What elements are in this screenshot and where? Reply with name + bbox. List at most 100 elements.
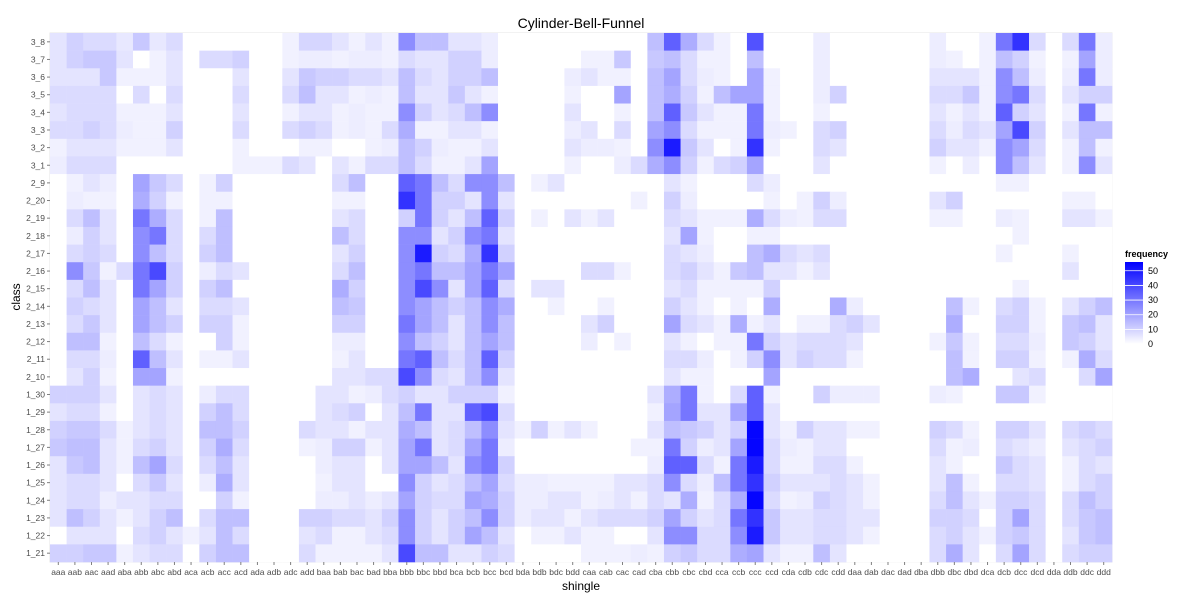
heatmap-cell-2_18-abd: [166, 226, 184, 245]
heatmap-cell-1_22-cba: [647, 526, 665, 545]
heatmap-cell-2_12-bca: [448, 332, 466, 351]
y-tick-label: 2_20: [26, 196, 45, 206]
heatmap-cell-2_11-aad: [99, 350, 117, 369]
heatmap-cell-1_22-dda: [1045, 526, 1063, 545]
heatmap-cell-3_7-bcc: [481, 50, 499, 69]
heatmap-cell-3_6-dcd: [1029, 68, 1046, 87]
heatmap-cell-1_21-dbb: [929, 544, 947, 563]
heatmap-cell-1_30-abd: [166, 385, 184, 404]
heatmap-cell-3_4-dba: [912, 103, 930, 122]
heatmap-cell-2_16-abd: [166, 262, 184, 281]
heatmap-cell-2_10-aad: [99, 368, 117, 386]
heatmap-cell-2_9-bca: [448, 174, 466, 192]
heatmap-cell-2_16-aad: [99, 262, 117, 281]
legend-tick-label: 10: [1148, 324, 1158, 334]
heatmap-cell-2_18-dad: [896, 226, 914, 245]
heatmap-cell-1_27-ccc: [746, 438, 764, 457]
heatmap-cell-1_23-ccd: [763, 509, 781, 528]
heatmap-cell-1_27-dad: [896, 438, 914, 457]
heatmap-cell-2_13-acb: [199, 315, 217, 334]
heatmap-cell-3_3-dbd: [962, 121, 980, 140]
heatmap-cell-3_1-ccb: [730, 156, 748, 175]
heatmap-cell-2_11-dab: [863, 350, 880, 369]
heatmap-cell-2_20-add: [298, 191, 316, 210]
heatmap-cell-3_2-abd: [166, 138, 184, 157]
heatmap-cell-2_9-ada: [249, 174, 267, 192]
heatmap-cell-2_16-cdc: [813, 262, 831, 281]
heatmap-cell-3_5-dda: [1045, 85, 1063, 104]
heatmap-cell-3_1-cad: [630, 156, 648, 175]
heatmap-cell-2_20-adb: [265, 191, 283, 210]
heatmap-cell-2_19-aad: [99, 209, 117, 228]
heatmap-cell-2_11-bdd: [564, 350, 582, 369]
heatmap-cell-3_7-aad: [99, 50, 117, 69]
heatmap-cell-1_22-abb: [132, 526, 150, 545]
heatmap-cell-1_22-abc: [149, 526, 167, 545]
heatmap-cell-1_21-bbc: [415, 544, 432, 563]
heatmap-cell-2_14-caa: [581, 297, 598, 316]
heatmap-cell-2_16-bcd: [498, 262, 515, 281]
heatmap-cell-2_17-dcc: [1012, 244, 1030, 263]
heatmap-cell-2_17-cdc: [813, 244, 831, 263]
y-tick-label: 3_4: [31, 107, 45, 117]
heatmap-cell-2_10-adb: [265, 368, 283, 386]
heatmap-cell-3_8-dab: [863, 33, 880, 51]
heatmap-cell-1_26-cad: [630, 456, 648, 475]
heatmap-cell-1_27-ccd: [763, 438, 781, 457]
heatmap-cell-3_7-ccb: [730, 50, 748, 69]
heatmap-cell-2_9-bbd: [431, 174, 449, 192]
heatmap-cell-2_10-bcb: [464, 368, 482, 386]
heatmap-cell-2_9-dcc: [1012, 174, 1030, 192]
heatmap-cell-3_5-aaa: [50, 85, 67, 104]
heatmap-cell-3_4-bda: [514, 103, 532, 122]
heatmap-cell-3_1-aab: [66, 156, 84, 175]
heatmap-cell-2_12-dba: [912, 332, 930, 351]
heatmap-cell-1_27-dda: [1045, 438, 1063, 457]
heatmap-cell-1_27-dba: [912, 438, 930, 457]
heatmap-cell-1_25-cbc: [680, 473, 698, 492]
heatmap-cell-3_6-cda: [780, 68, 798, 87]
heatmap-cell-1_21-acd: [232, 544, 250, 563]
heatmap-cell-1_30-dbc: [946, 385, 963, 404]
heatmap-cell-2_10-cad: [630, 368, 648, 386]
heatmap-cell-3_3-abb: [132, 121, 150, 140]
heatmap-cell-3_4-bdc: [547, 103, 565, 122]
heatmap-cell-1_21-cbd: [697, 544, 715, 563]
heatmap-cell-2_15-aaa: [50, 279, 67, 298]
heatmap-cell-3_7-cbb: [663, 50, 681, 69]
heatmap-cell-1_24-ddc: [1078, 491, 1096, 510]
heatmap-cell-3_7-ada: [249, 50, 267, 69]
heatmap-cell-1_30-cab: [597, 385, 615, 404]
heatmap-cell-3_3-bab: [332, 121, 349, 140]
heatmap-cell-3_7-cbd: [697, 50, 715, 69]
heatmap-cell-2_19-dcd: [1029, 209, 1046, 228]
heatmap-cell-2_10-aac: [83, 368, 101, 386]
heatmap-cell-2_14-abb: [132, 297, 150, 316]
heatmap-cell-1_23-bac: [348, 509, 366, 528]
heatmap-cell-2_17-daa: [846, 244, 864, 263]
heatmap-cell-2_12-bdb: [531, 332, 549, 351]
heatmap-cell-1_24-cbc: [680, 491, 698, 510]
heatmap-cell-2_17-dca: [979, 244, 997, 263]
heatmap-cell-2_9-acc: [215, 174, 233, 192]
heatmap-cell-2_15-cbd: [697, 279, 715, 298]
heatmap-cell-1_24-adc: [282, 491, 300, 510]
heatmap-cell-2_9-bab: [332, 174, 349, 192]
heatmap-cell-1_29-cab: [597, 403, 615, 422]
heatmap-cell-3_7-cbc: [680, 50, 698, 69]
heatmap-cell-1_23-bba: [381, 509, 399, 528]
heatmap-cell-1_24-bca: [448, 491, 466, 510]
heatmap-cell-2_10-ddd: [1095, 368, 1113, 386]
heatmap-cell-3_8-acd: [232, 33, 250, 51]
heatmap-cell-2_19-bcd: [498, 209, 515, 228]
heatmap-cell-3_6-ccc: [746, 68, 764, 87]
heatmap-cell-3_5-abc: [149, 85, 167, 104]
heatmap-cell-1_22-bbc: [415, 526, 432, 545]
heatmap-cell-2_11-ccc: [746, 350, 764, 369]
heatmap-cell-3_8-abd: [166, 33, 184, 51]
heatmap-cell-2_20-aaa: [50, 191, 67, 210]
heatmap-cell-2_17-ada: [249, 244, 267, 263]
heatmap-cell-3_1-aba: [116, 156, 134, 175]
heatmap-cell-2_12-dcb: [995, 332, 1013, 351]
x-tick-label: bbc: [417, 567, 431, 577]
